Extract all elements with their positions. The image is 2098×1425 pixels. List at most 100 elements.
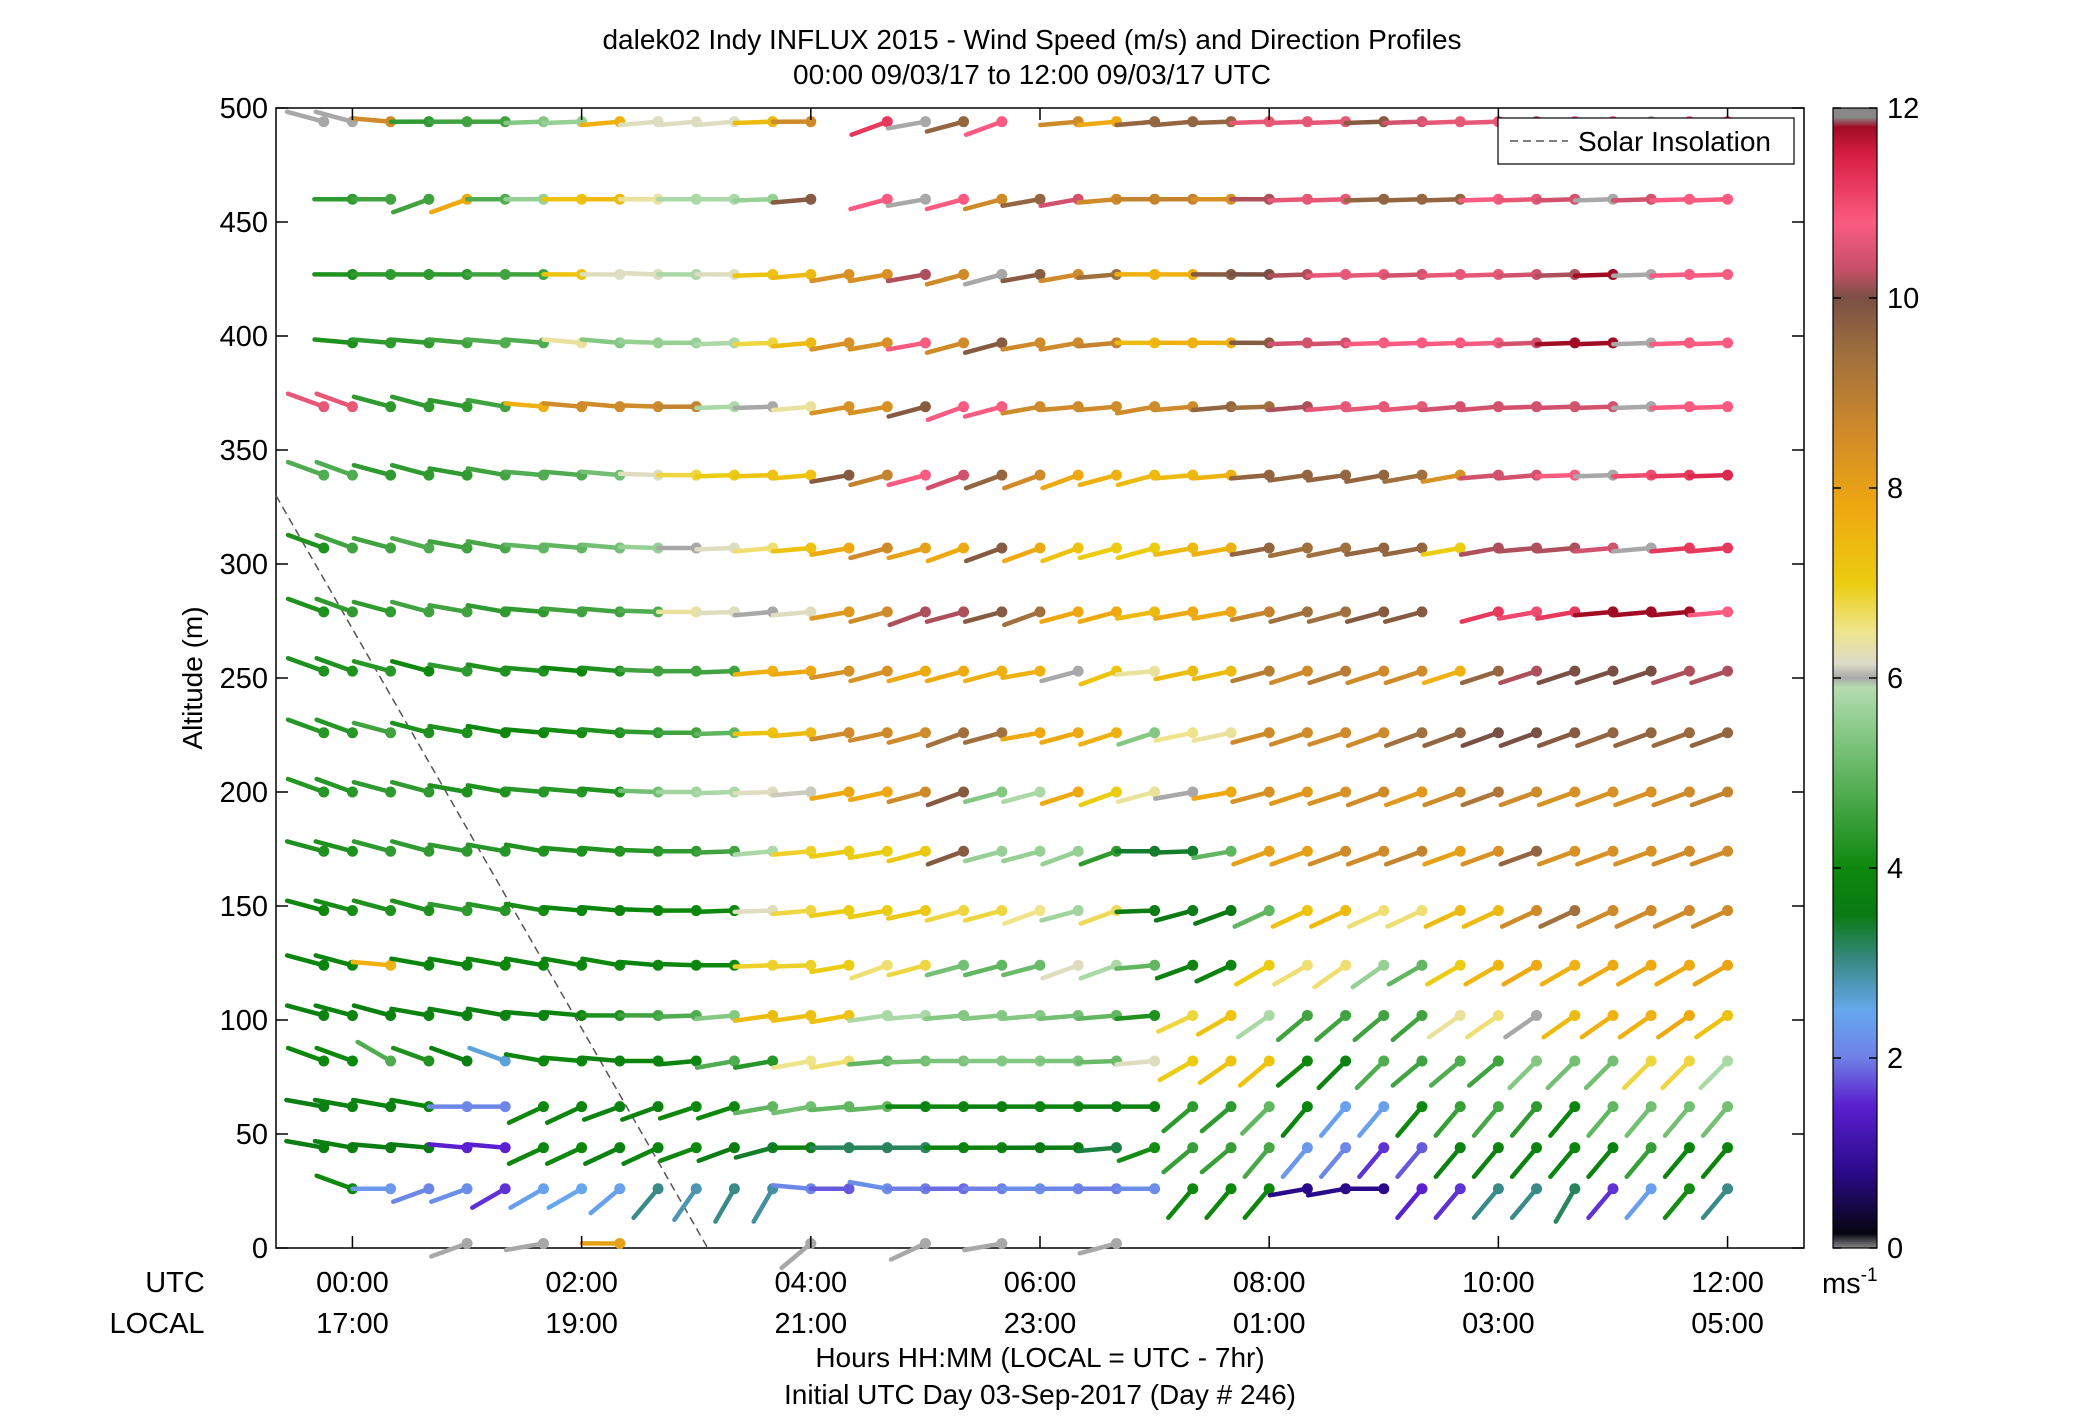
wind-barb-shaft <box>467 1045 508 1064</box>
wind-barb-shaft <box>350 1142 393 1150</box>
wind-barb-shaft <box>351 535 393 551</box>
wind-barb-point <box>805 1009 817 1021</box>
wind-barb-shaft <box>849 119 890 137</box>
wind-barb-shaft <box>544 1145 584 1166</box>
wind-barb-shaft <box>1420 404 1463 413</box>
wind-barb-shaft <box>1649 340 1692 347</box>
wind-barb-point <box>1301 542 1313 554</box>
wind-barb-shaft <box>427 901 470 913</box>
wind-barb-shaft <box>1381 340 1425 347</box>
wind-barb-point <box>958 845 970 857</box>
wind-barb-point <box>1722 845 1734 857</box>
wind-barb-point <box>1722 665 1734 677</box>
wind-barb-point <box>843 845 855 857</box>
wind-barb-shaft <box>1357 1145 1387 1180</box>
wind-barb-point <box>919 905 931 917</box>
wind-barb-point <box>1492 1142 1504 1154</box>
wind-barb-shaft <box>506 1104 546 1125</box>
wind-barb-point <box>919 337 931 349</box>
wind-barb-point <box>318 116 330 128</box>
wind-barb-shaft <box>847 272 890 284</box>
wind-barb-point <box>1683 905 1695 917</box>
wind-barb-point <box>1722 959 1734 971</box>
wind-barb-point <box>1301 469 1313 481</box>
wind-barb-shaft <box>1077 472 1119 488</box>
wind-barb-shaft <box>1275 1013 1310 1043</box>
wind-barb-point <box>1722 1055 1734 1067</box>
wind-barb-shaft <box>694 789 737 796</box>
wind-barb-shaft <box>1153 668 1196 682</box>
wind-barb-shaft <box>1433 1186 1463 1221</box>
wind-barb-point <box>346 665 358 677</box>
utc-row-label: UTC <box>145 1267 205 1299</box>
wind-barb-point <box>1569 845 1581 857</box>
wind-barb-shaft <box>1040 545 1081 564</box>
wind-barb-shaft <box>885 340 928 352</box>
wind-barb-point <box>1263 727 1275 739</box>
wind-barb-shaft <box>1000 404 1043 416</box>
wind-barb-shaft <box>1383 668 1425 686</box>
wind-barb-shaft <box>541 1055 584 1064</box>
wind-barb-shaft <box>732 668 775 677</box>
wind-barb-shaft <box>1458 472 1501 481</box>
wind-barb-shaft <box>1350 963 1387 990</box>
wind-barb-point <box>318 1009 330 1021</box>
wind-barb-point <box>1187 786 1199 798</box>
wind-barb-shaft <box>1535 609 1578 621</box>
wind-barb-shaft <box>313 1003 355 1018</box>
wind-barb-shaft <box>1076 196 1119 205</box>
wind-barb-shaft <box>1344 545 1387 557</box>
wind-barb-shaft <box>1280 1104 1310 1138</box>
wind-barb-shaft <box>284 1138 327 1150</box>
wind-barb-point <box>1683 727 1695 739</box>
wind-barb-point <box>1149 542 1161 554</box>
wind-barb-shaft <box>1040 472 1081 491</box>
wind-barb-shaft <box>732 963 775 969</box>
wind-barb-point <box>996 786 1008 798</box>
wind-barb-shaft <box>1039 908 1081 923</box>
wind-barb-shaft <box>1382 545 1425 557</box>
wind-barb-point <box>1531 665 1543 677</box>
wind-barb-shaft <box>1343 340 1387 347</box>
wind-barb-shaft <box>1152 119 1196 128</box>
wind-barb-shaft <box>1583 1058 1616 1091</box>
wind-barb-shaft <box>1154 963 1196 981</box>
wind-barb-point <box>1531 1183 1543 1195</box>
wind-barb-point <box>805 268 817 280</box>
wind-barb-shaft <box>1572 340 1616 347</box>
wind-barb-shaft <box>1347 908 1387 929</box>
wind-barb-point <box>805 542 817 554</box>
wind-barb-point <box>461 1009 473 1021</box>
wind-barb-point <box>1187 727 1199 739</box>
wind-barb-point <box>1149 665 1161 677</box>
wind-barb-shaft <box>1354 1058 1387 1091</box>
wind-barb-shaft <box>617 119 661 128</box>
wind-barb-point <box>1607 1101 1619 1113</box>
wind-barb-shaft <box>503 469 546 478</box>
wind-barb-point <box>1454 1009 1466 1021</box>
wind-barb-point <box>1531 845 1543 857</box>
wind-barb-point <box>1187 1055 1199 1067</box>
wind-barb-shaft <box>694 1058 737 1070</box>
wind-barb-shaft <box>809 789 852 801</box>
wind-barb-point <box>318 905 330 917</box>
wind-barb-shaft <box>541 845 584 854</box>
wind-barb-shaft <box>389 599 432 615</box>
wind-barb-point <box>881 268 893 280</box>
wind-barb-shaft <box>1343 272 1387 279</box>
wind-barb-shaft <box>465 783 508 795</box>
wind-barb-point <box>652 1183 664 1195</box>
wind-barb-shaft <box>1229 545 1272 557</box>
wind-barb-shaft <box>465 539 508 551</box>
wind-barb-shaft <box>284 898 327 913</box>
wind-barb-point <box>423 469 435 481</box>
wind-barb-shaft <box>1572 196 1616 203</box>
wind-barb-point <box>652 1101 664 1113</box>
wind-barb-point <box>614 1183 626 1195</box>
chart-title: dalek02 Indy INFLUX 2015 - Wind Speed (m… <box>602 24 1461 55</box>
wind-barb-point <box>346 542 358 554</box>
wind-barb-shaft <box>429 1241 470 1259</box>
wind-barb-shaft <box>1611 609 1654 618</box>
wind-barb-shaft <box>885 196 928 209</box>
wind-barb-shaft <box>1153 609 1196 621</box>
